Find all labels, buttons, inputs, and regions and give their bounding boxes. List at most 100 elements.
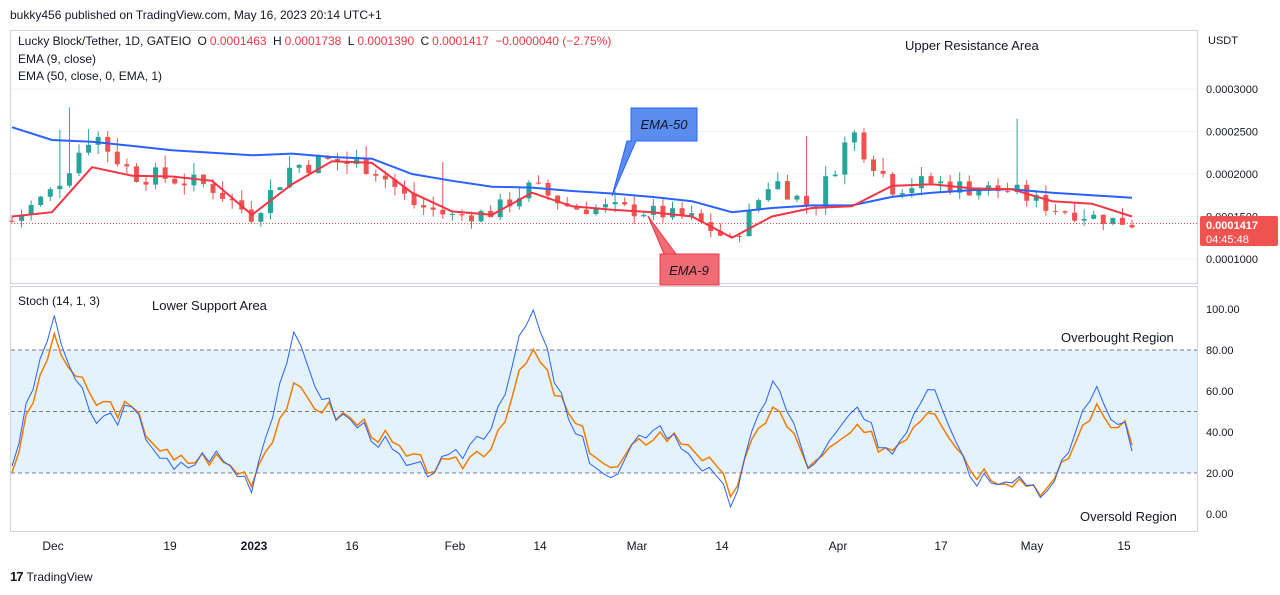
candle-body — [258, 213, 264, 222]
stoch-tick-label: 20.00 — [1206, 468, 1234, 480]
low-value: 0.0001390 — [357, 34, 415, 48]
high-value: 0.0001738 — [284, 34, 342, 48]
candle-body — [287, 167, 293, 188]
stoch-legend[interactable]: Stoch (14, 1, 3) — [18, 294, 101, 308]
candle-body — [66, 173, 72, 186]
candle-body — [641, 214, 647, 217]
candle-body — [47, 189, 53, 197]
tradingview-logo-icon: 17 — [10, 569, 24, 584]
stoch-panel[interactable] — [10, 286, 1198, 532]
candle-body — [1052, 210, 1058, 212]
footer[interactable]: 17 TradingView — [10, 569, 93, 584]
candle-body — [440, 209, 446, 215]
candle-body — [603, 204, 609, 208]
high-label: H — [272, 34, 282, 48]
candle-body — [1129, 224, 1135, 228]
candle-body — [909, 188, 915, 194]
candle-body — [95, 136, 101, 145]
candle-body — [296, 164, 302, 168]
time-tick-label: Mar — [627, 539, 648, 553]
candle-body — [76, 152, 82, 174]
price-tick-label: 0.0001000 — [1206, 254, 1258, 266]
last-price-badge — [1200, 216, 1278, 246]
open-value: 0.0001463 — [209, 34, 267, 48]
open-label: O — [197, 34, 207, 48]
time-tick-label: 2023 — [241, 539, 268, 553]
stoch-tick-label: 100.00 — [1206, 304, 1240, 316]
close-label: C — [420, 34, 430, 48]
candle-body — [526, 182, 532, 199]
candle-body — [890, 173, 896, 195]
candle-body — [746, 209, 752, 237]
candle-body — [1072, 212, 1078, 221]
stoch-k-line — [11, 308, 1133, 509]
candle-body — [28, 205, 34, 215]
time-tick-label: 17 — [934, 539, 948, 553]
candle-body — [9, 220, 15, 222]
stoch-tick-label: 80.00 — [1206, 345, 1234, 357]
oversold-label: Oversold Region — [1080, 509, 1177, 524]
candle-body — [842, 142, 848, 175]
time-tick-label: 19 — [163, 539, 177, 553]
candle-body — [325, 156, 331, 159]
ema50-callout-shape — [611, 107, 698, 197]
candle-body — [1033, 195, 1039, 201]
candle-body — [775, 181, 781, 190]
candle-body — [784, 181, 790, 200]
candle-body — [401, 186, 407, 194]
candle-body — [373, 173, 379, 176]
candle-body — [449, 214, 455, 216]
price-tick-label: 0.0002000 — [1206, 169, 1258, 181]
candle-body — [871, 159, 877, 171]
lower-support-label: Lower Support Area — [152, 298, 267, 313]
candle-body — [191, 174, 197, 186]
candle-body — [1110, 217, 1116, 225]
candle-body — [765, 189, 771, 201]
candle-body — [1062, 211, 1068, 213]
candle-body — [210, 183, 216, 193]
ema50-legend[interactable]: EMA (50, close, 0, EMA, 1) — [18, 69, 163, 83]
brand-name: TradingView — [26, 569, 93, 584]
candle-body — [555, 195, 561, 204]
candle-body — [507, 199, 513, 207]
ema50-callout-label: EMA-50 — [641, 117, 689, 132]
time-tick-label: Feb — [445, 539, 466, 553]
low-label: L — [347, 34, 355, 48]
candle-body — [38, 196, 44, 206]
candle-body — [918, 176, 924, 189]
ema9-line — [11, 160, 1133, 239]
time-tick-label: 14 — [533, 539, 547, 553]
candle-body — [392, 179, 398, 187]
upper-resistance-label: Upper Resistance Area — [905, 38, 1039, 53]
candle-body — [516, 198, 522, 207]
candle-body — [823, 176, 829, 208]
ema9-callout-label: EMA-9 — [669, 263, 709, 278]
candle-body — [1100, 214, 1106, 225]
candle-body — [220, 192, 226, 199]
last-price-value: 0.0001417 — [1206, 220, 1258, 232]
candle-body — [1005, 191, 1011, 193]
stoch-tick-label: 60.00 — [1206, 386, 1234, 398]
candle-body — [593, 207, 599, 215]
candle-body — [1119, 217, 1125, 225]
candle-body — [947, 181, 953, 193]
price-panel[interactable] — [10, 30, 1198, 284]
candle-body — [382, 175, 388, 180]
candle-body — [861, 132, 867, 160]
candle-body — [306, 164, 312, 174]
symbol-legend: Lucky Block/Tether, 1D, GATEIO O 0.000146… — [18, 34, 614, 48]
candle-body — [650, 205, 656, 215]
candle-body — [277, 187, 283, 191]
candle-body — [411, 193, 417, 206]
stoch-tick-label: 0.00 — [1206, 509, 1227, 521]
candle-body — [162, 167, 168, 179]
countdown-value: 04:45:48 — [1206, 234, 1249, 246]
price-axis-currency: USDT — [1208, 35, 1238, 47]
candle-body — [229, 198, 235, 201]
symbol-name: Lucky Block/Tether, 1D, GATEIO — [18, 34, 192, 48]
candle-body — [133, 166, 139, 182]
candle-body — [899, 193, 905, 195]
candle-body — [19, 214, 25, 221]
time-tick-label: Dec — [42, 539, 63, 553]
ema9-legend[interactable]: EMA (9, close) — [18, 52, 97, 66]
